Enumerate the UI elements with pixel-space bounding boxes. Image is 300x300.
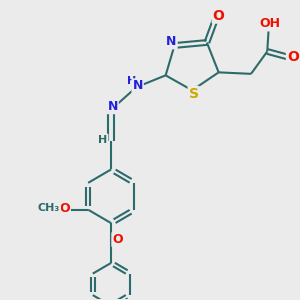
Text: N: N — [133, 79, 143, 92]
Text: O: O — [287, 50, 299, 64]
Text: O: O — [213, 9, 225, 22]
Text: O: O — [112, 233, 123, 246]
Text: H: H — [127, 76, 136, 86]
Text: N: N — [166, 35, 177, 48]
Text: S: S — [189, 87, 199, 101]
Text: CH₃: CH₃ — [38, 203, 60, 213]
Text: O: O — [59, 202, 70, 215]
Text: N: N — [107, 100, 118, 113]
Text: H: H — [98, 134, 107, 145]
Text: OH: OH — [260, 17, 281, 31]
